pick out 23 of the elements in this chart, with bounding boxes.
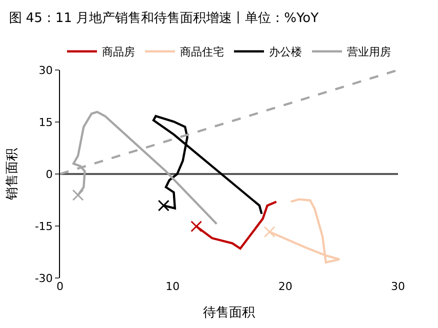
legend-label: 办公楼 — [269, 46, 302, 59]
chart-title: 图 45：11 月地产销售和待售面积增速丨单位：%YoY — [8, 11, 319, 26]
y-tick-label: -30 — [34, 272, 53, 285]
y-tick-label: 0 — [46, 168, 53, 181]
y-tick-label: 15 — [38, 116, 53, 129]
point — [264, 226, 276, 238]
x-tick-label: 20 — [278, 280, 292, 293]
line-series — [268, 198, 341, 264]
y-tick-label: 30 — [38, 64, 53, 77]
line-series — [195, 200, 278, 250]
x-axis-title: 待售面积 — [203, 306, 255, 321]
x-tick-label: 10 — [166, 280, 180, 293]
legend-label: 商品住宅 — [180, 46, 224, 59]
y-axis-title: 销售面积 — [4, 148, 20, 201]
y-tick-label: -15 — [34, 220, 53, 233]
point — [190, 220, 202, 232]
legend-label: 商品房 — [102, 46, 135, 59]
point — [72, 189, 84, 201]
legend-label: 营业用房 — [347, 46, 391, 59]
point — [158, 200, 170, 212]
line-series — [152, 115, 263, 215]
x-tick-label: 30 — [391, 280, 405, 293]
x-tick-label: 0 — [56, 280, 64, 293]
